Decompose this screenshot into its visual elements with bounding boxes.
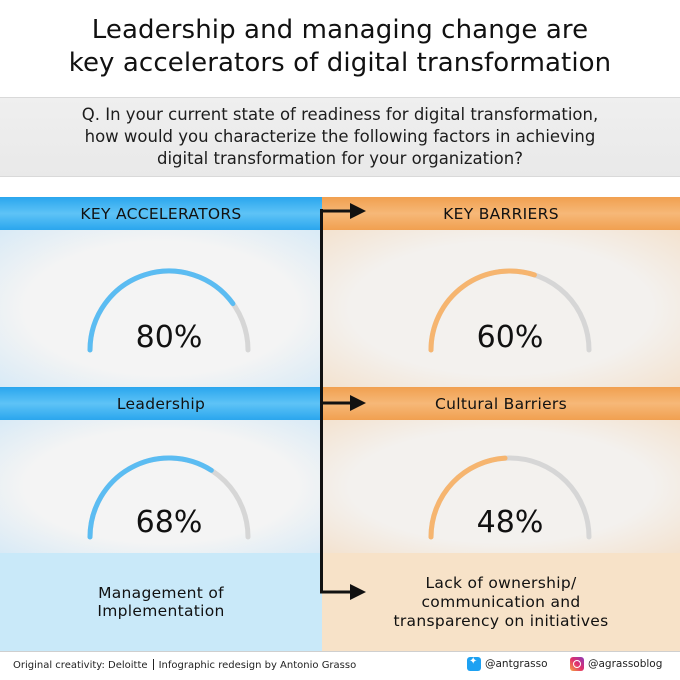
accelerator-2-label-band: Management of Implementation (0, 553, 322, 651)
arrowhead-icon (350, 584, 366, 600)
accelerator-1-label: Leadership (116, 394, 206, 413)
accelerator-2-label-line-2: Implementation (97, 602, 225, 620)
barrier-1-label-band: Cultural Barriers (322, 387, 680, 420)
credits: Original creativity: Deloitte Infographic… (13, 659, 356, 671)
arrowhead-icon (350, 395, 366, 411)
gauge-fill (87, 268, 236, 353)
credit-redesign: Infographic redesign by Antonio Grasso (158, 660, 357, 671)
instagram-handle[interactable]: @agrassoblog (570, 657, 662, 671)
barrier-2-label-band: Lack of ownership/ communication and tra… (322, 553, 680, 651)
accelerator-2-panel (0, 420, 322, 553)
barriers-heading: KEY BARRIERS (443, 204, 559, 223)
barrier-1-label: Cultural Barriers (435, 394, 567, 413)
instagram-icon (570, 657, 584, 671)
accelerators-header: KEY ACCELERATORS (0, 197, 322, 230)
connector-arrows (320, 203, 366, 600)
accelerator-1-label-band: Leadership (0, 387, 322, 420)
title-line-2: key accelerators of digital transformati… (68, 48, 612, 78)
twitter-icon (467, 656, 481, 671)
barrier-2-label-line-2: communication and (421, 592, 581, 611)
gauge-fill (87, 455, 214, 540)
credit-original: Original creativity: Deloitte (13, 660, 148, 671)
twitter-handle-text: @antgrasso (485, 658, 548, 670)
title-line-1: Leadership and managing change are (91, 15, 589, 45)
credit-separator (152, 659, 154, 670)
barriers-header: KEY BARRIERS (322, 197, 680, 230)
twitter-handle[interactable]: @antgrasso (467, 656, 548, 671)
gauge-fill (428, 455, 508, 540)
question-line-1: Q. In your current state of readiness fo… (81, 105, 599, 124)
gauge-fill (428, 268, 537, 353)
barrier-1-gauge (428, 268, 592, 353)
barrier-2-panel (322, 420, 680, 553)
arrowhead-icon (350, 203, 366, 219)
connector-line (320, 209, 323, 592)
instagram-handle-text: @agrassoblog (588, 658, 663, 670)
accelerators-heading: KEY ACCELERATORS (80, 204, 242, 223)
accelerator-2-gauge (87, 455, 251, 540)
barrier-2-label-line-1: Lack of ownership/ (425, 573, 577, 592)
barrier-2-label-line-3: transparency on initiatives (393, 611, 609, 630)
barrier-1-panel (322, 230, 680, 387)
question-line-3: digital transformation for your organiza… (156, 149, 523, 168)
accelerator-1-gauge (87, 268, 251, 353)
page-title: Leadership and managing change are key a… (0, 14, 680, 80)
accelerator-1-panel (0, 230, 322, 387)
footer (0, 651, 680, 680)
accelerator-1-percent: 80% (135, 320, 203, 355)
question-line-2: how would you characterize the following… (84, 127, 596, 146)
question-band (0, 97, 680, 177)
survey-question: Q. In your current state of readiness fo… (0, 104, 680, 170)
barrier-2-gauge (428, 455, 592, 540)
barrier-1-percent: 60% (476, 320, 544, 355)
barrier-2-percent: 48% (476, 505, 544, 540)
accelerator-2-percent: 68% (135, 505, 203, 540)
accelerator-2-label-line-1: Management of (98, 584, 224, 602)
